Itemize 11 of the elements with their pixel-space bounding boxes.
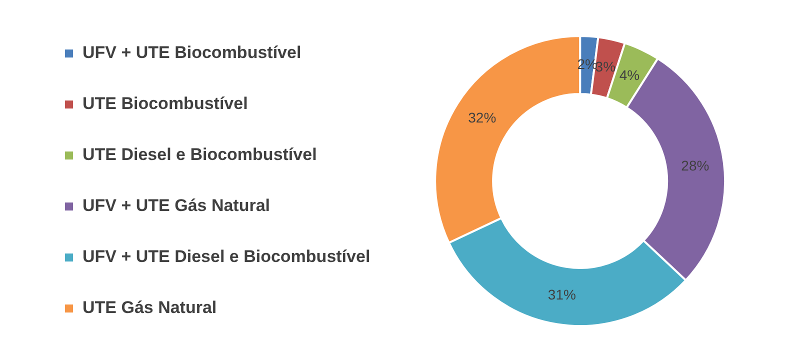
data-label: 4%	[619, 66, 640, 83]
data-label: 31%	[548, 286, 576, 302]
legend-label: UFV + UTE Diesel e Biocombustível	[82, 247, 370, 266]
data-label: 32%	[468, 110, 496, 126]
data-label: 3%	[595, 58, 616, 75]
data-label: 28%	[681, 157, 710, 174]
legend-label: UTE Gás Natural	[82, 298, 217, 318]
legend-label: UTE Biocombustível	[82, 94, 248, 114]
legend-label: UFV + UTE Biocombustível	[82, 43, 302, 62]
legend-label: UFV + UTE Gás Natural	[82, 196, 270, 216]
legend-label: UTE Diesel e Biocombustível	[82, 145, 317, 164]
